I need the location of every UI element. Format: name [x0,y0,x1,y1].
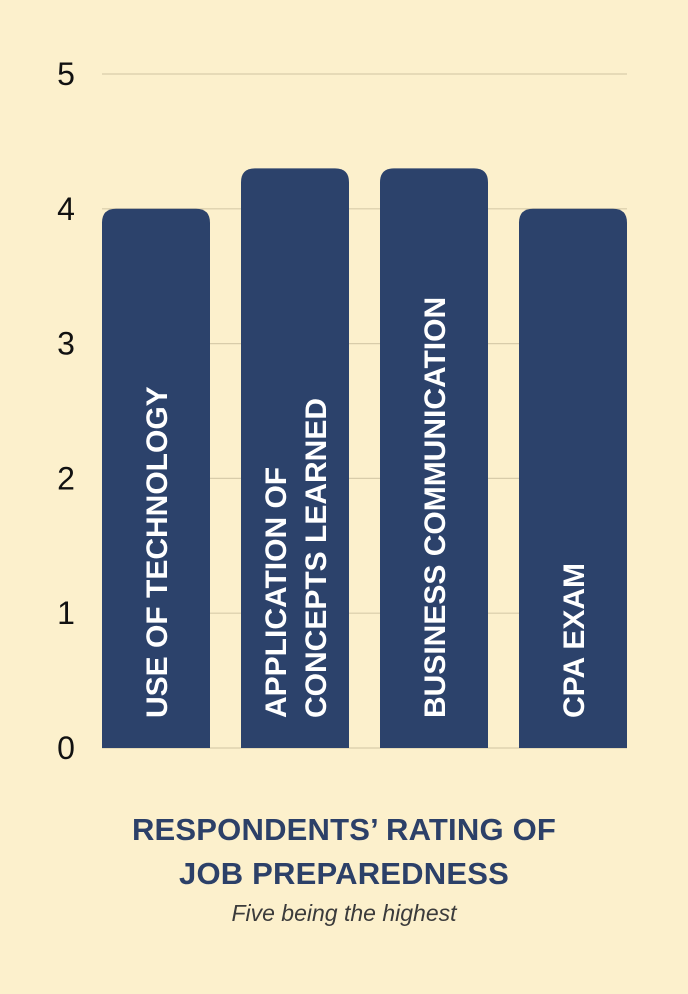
y-tick-label: 5 [57,56,75,92]
chart-subtitle: Five being the highest [231,900,457,926]
bar-labels: USE OF TECHNOLOGY APPLICATION OF CONCEPTS … [141,297,591,718]
y-tick-label: 4 [57,191,75,227]
bar [102,208,210,749]
bar-label-line: CPA EXAM [558,563,591,718]
y-tick-label: 2 [57,460,75,496]
bar-label: APPLICATION OF CONCEPTS LEARNED [260,398,333,718]
bar-label: CPA EXAM [558,563,591,718]
bars [102,168,627,749]
y-tick-label: 3 [57,326,75,362]
bar [519,208,627,749]
bar [241,168,349,749]
y-tick-label: 1 [57,595,75,631]
bar-label: USE OF TECHNOLOGY [141,386,174,718]
chart-title: RESPONDENTS’ RATING OF JOB PREPAREDNESS [0,808,688,896]
bar-label-line: APPLICATION OF [260,467,293,718]
bar-label-line: CONCEPTS LEARNED [300,398,333,718]
bar-label-line: USE OF TECHNOLOGY [141,386,174,718]
bar [380,168,488,749]
bar-chart: 0 1 2 3 4 5 USE OF TECHNOLOGY APPLICATION OF CO… [57,56,627,766]
chart-title-line-1: RESPONDENTS’ RATING OF [131,812,557,847]
bar-label: BUSINESS COMMUNICATION [419,297,452,718]
y-axis-ticks: 0 1 2 3 4 5 [57,56,75,766]
chart-title-line-2: JOB PREPAREDNESS [179,856,509,891]
y-tick-label: 0 [57,730,75,766]
bar-label-line: BUSINESS COMMUNICATION [419,297,452,718]
